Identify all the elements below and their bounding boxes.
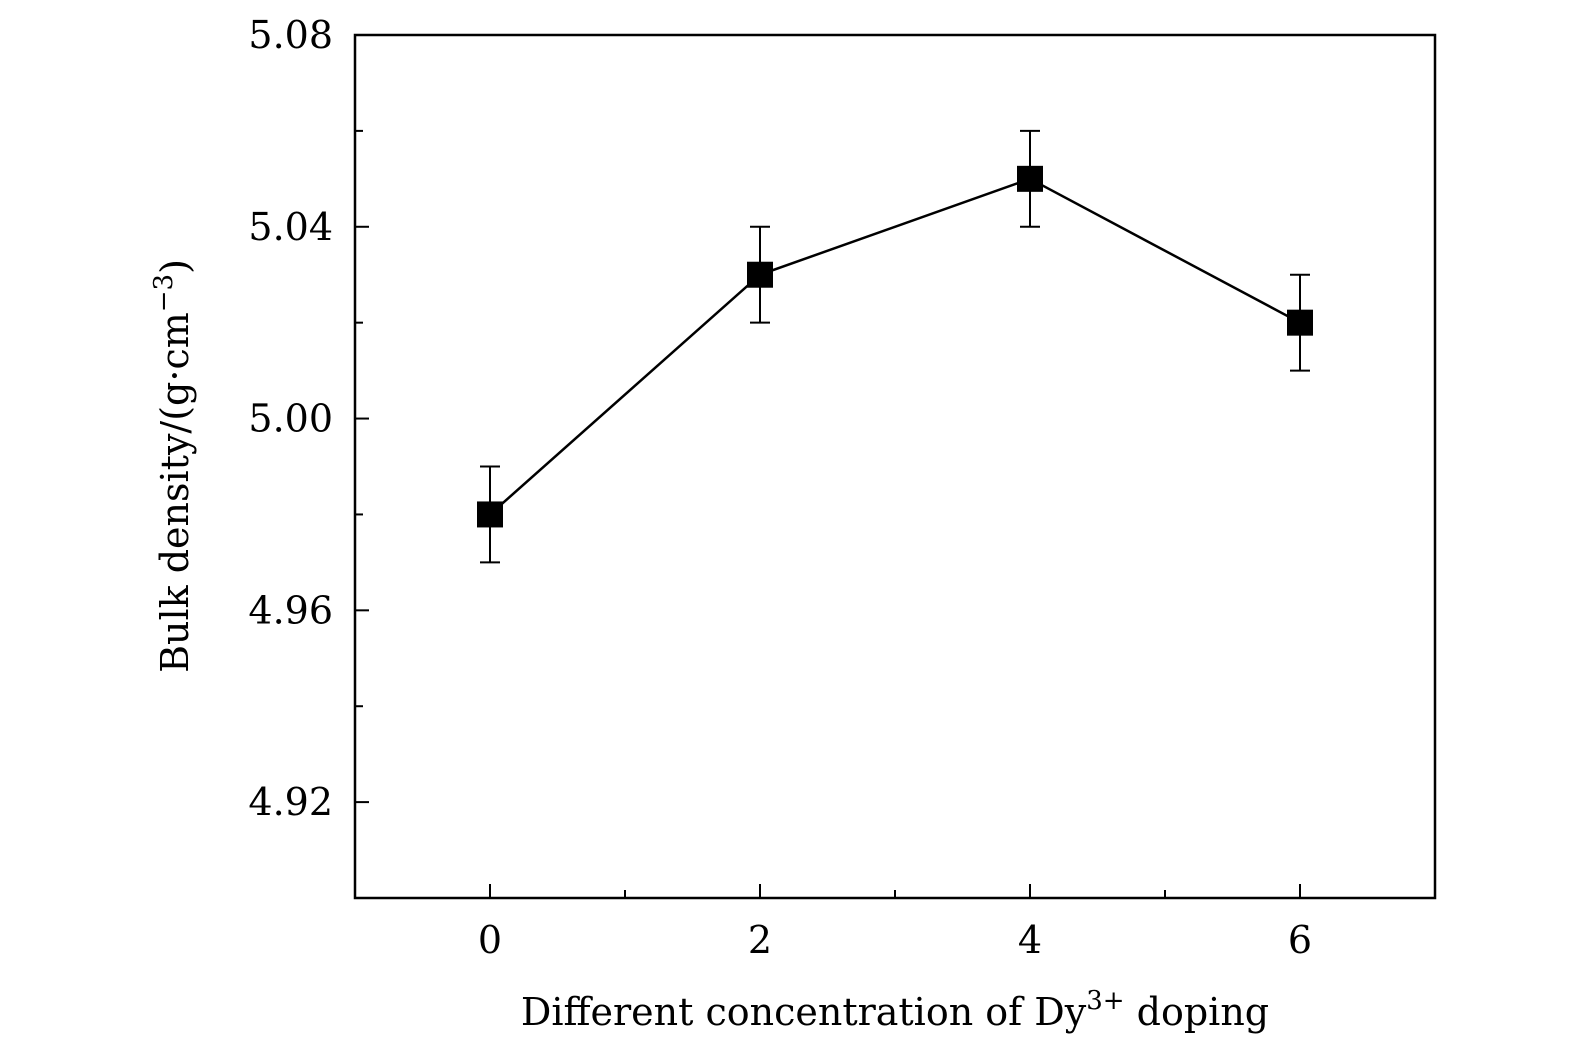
x-tick-label: 0 <box>478 918 502 962</box>
y-tick-label: 4.96 <box>248 588 333 632</box>
series <box>477 129 1313 564</box>
data-point <box>1287 309 1313 336</box>
ticks: 0 2 4 6 4.92 4.96 5.00 5.04 5.08 <box>248 13 1312 962</box>
x-tick-label: 2 <box>748 918 772 962</box>
x-tick-label: 6 <box>1288 918 1312 962</box>
x-axis-title: Different concentration of Dy3+ doping <box>521 986 1269 1034</box>
y-tick-label: 5.00 <box>248 397 333 441</box>
y-tick-label: 4.92 <box>248 780 333 824</box>
data-point <box>477 501 503 528</box>
y-tick-label: 5.08 <box>248 13 333 57</box>
y-tick-label: 5.04 <box>248 205 333 249</box>
data-point <box>1017 165 1043 192</box>
data-point <box>747 261 773 288</box>
y-axis-title: Bulk density/(g·cm−3) <box>149 259 197 673</box>
x-tick-label: 4 <box>1018 918 1042 962</box>
plot-frame <box>353 33 1437 900</box>
series-line <box>489 177 1301 516</box>
